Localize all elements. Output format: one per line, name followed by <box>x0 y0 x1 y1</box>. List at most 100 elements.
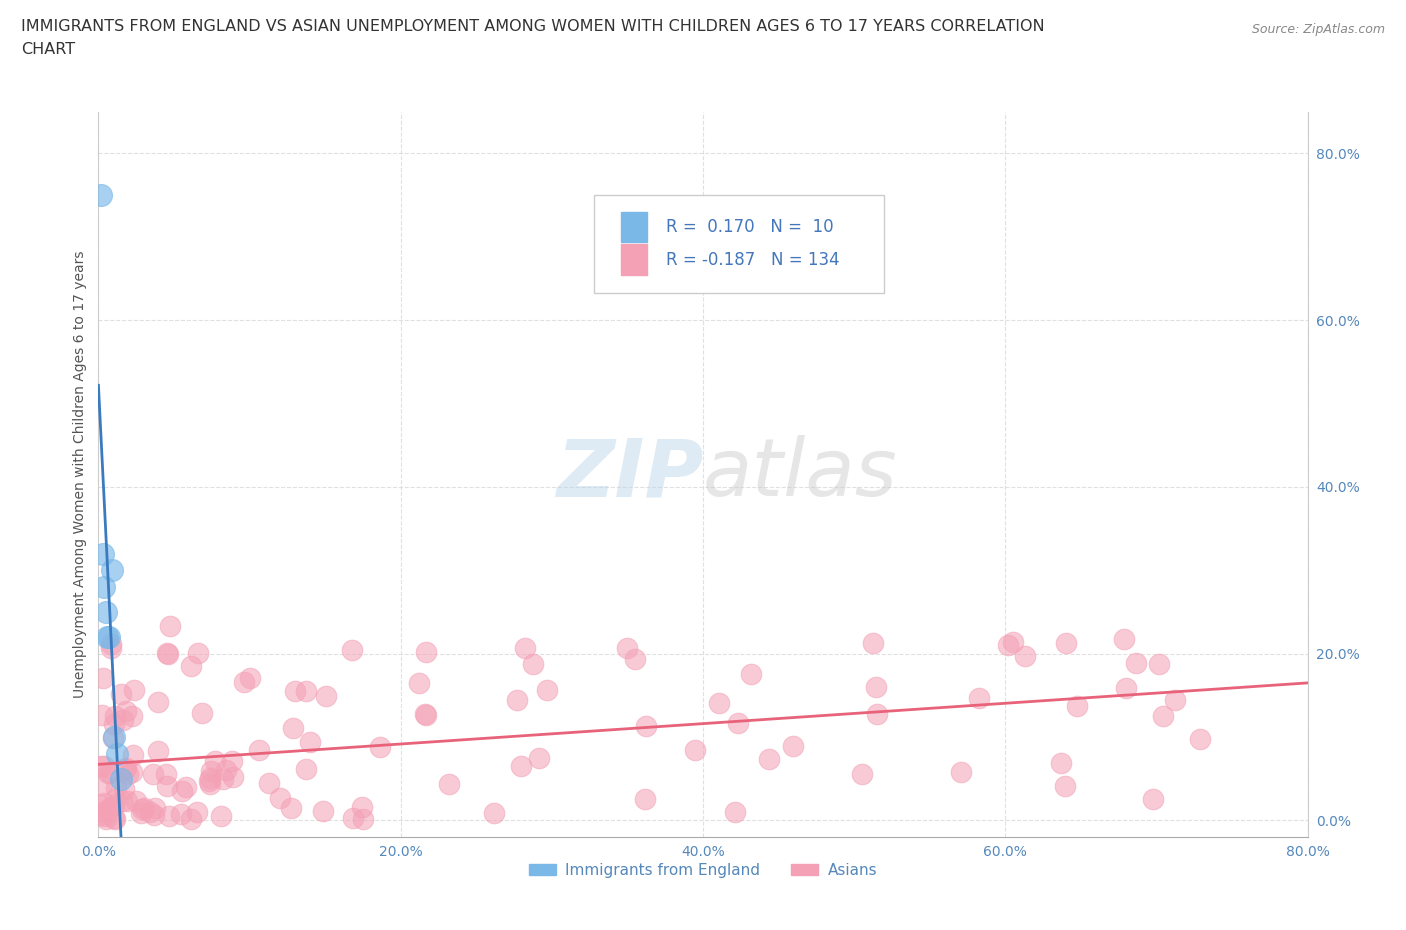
Text: R = -0.187   N = 134: R = -0.187 N = 134 <box>665 250 839 269</box>
Point <box>415 644 437 659</box>
Bar <box>621 212 647 242</box>
Point <box>91 777 114 792</box>
Point <box>114 782 136 797</box>
Point <box>96 630 118 644</box>
Point <box>159 618 181 633</box>
Point <box>96 812 118 827</box>
Text: R =  0.170   N =  10: R = 0.170 N = 10 <box>665 218 834 236</box>
Point <box>191 705 214 720</box>
Point <box>415 708 437 723</box>
Point <box>522 657 544 671</box>
Point <box>114 762 136 777</box>
Point <box>1054 635 1077 650</box>
Point <box>104 812 127 827</box>
Point <box>98 630 121 644</box>
Point <box>616 640 638 655</box>
Point <box>204 753 226 768</box>
Point <box>97 765 120 780</box>
Point <box>269 790 291 805</box>
Point <box>368 739 391 754</box>
Point <box>156 645 179 660</box>
Point <box>198 777 221 791</box>
Point <box>93 579 115 594</box>
Point <box>98 765 121 780</box>
Point <box>513 641 536 656</box>
Point <box>110 771 132 786</box>
Point <box>233 675 256 690</box>
Point <box>110 686 132 701</box>
Point <box>105 781 128 796</box>
Point <box>131 801 153 816</box>
Point <box>91 546 114 561</box>
Point <box>100 641 122 656</box>
Point <box>104 709 127 724</box>
Point <box>340 643 363 658</box>
Point <box>103 798 125 813</box>
Point <box>124 794 146 809</box>
Point <box>215 763 238 777</box>
Point <box>146 743 169 758</box>
Point <box>104 791 127 806</box>
Point <box>139 804 162 819</box>
Point <box>180 658 202 673</box>
Point <box>103 810 125 825</box>
Point <box>115 761 138 776</box>
Point <box>1002 634 1025 649</box>
Point <box>683 743 706 758</box>
Point <box>103 717 125 732</box>
Point <box>93 759 115 774</box>
Point <box>197 774 219 789</box>
Point <box>121 709 143 724</box>
Point <box>997 638 1019 653</box>
Point <box>312 804 335 818</box>
Point <box>506 692 529 707</box>
Point <box>865 679 887 694</box>
Point <box>121 764 143 779</box>
Point <box>482 806 505 821</box>
Point <box>295 761 318 776</box>
Point <box>1049 756 1071 771</box>
Point <box>536 683 558 698</box>
Point <box>707 696 730 711</box>
Point <box>100 637 122 652</box>
Point <box>342 811 364 826</box>
Point <box>115 794 138 809</box>
Point <box>155 767 177 782</box>
Point <box>949 765 972 780</box>
Point <box>284 684 307 698</box>
FancyBboxPatch shape <box>595 195 884 293</box>
Point <box>186 804 208 819</box>
Point <box>1188 732 1211 747</box>
Point <box>1112 631 1135 646</box>
Point <box>142 767 165 782</box>
Point <box>1164 693 1187 708</box>
Point <box>143 801 166 816</box>
Point <box>101 563 124 578</box>
Point <box>114 703 136 718</box>
Bar <box>621 245 647 275</box>
Point <box>782 738 804 753</box>
Point <box>1147 657 1170 671</box>
Point <box>174 780 197 795</box>
Point <box>437 777 460 791</box>
Point <box>408 676 430 691</box>
Point <box>98 800 121 815</box>
Text: ZIP: ZIP <box>555 435 703 513</box>
Text: Source: ZipAtlas.com: Source: ZipAtlas.com <box>1251 23 1385 36</box>
Point <box>634 791 657 806</box>
Point <box>623 651 645 666</box>
Point <box>111 793 134 808</box>
Point <box>257 776 280 790</box>
Point <box>156 778 179 793</box>
Point <box>527 751 550 765</box>
Legend: Immigrants from England, Asians: Immigrants from England, Asians <box>523 857 883 884</box>
Point <box>200 764 222 778</box>
Point <box>134 801 156 816</box>
Point <box>509 758 531 773</box>
Point <box>740 666 762 681</box>
Point <box>352 811 374 826</box>
Point <box>142 807 165 822</box>
Point <box>187 645 209 660</box>
Point <box>90 759 112 774</box>
Point <box>170 784 193 799</box>
